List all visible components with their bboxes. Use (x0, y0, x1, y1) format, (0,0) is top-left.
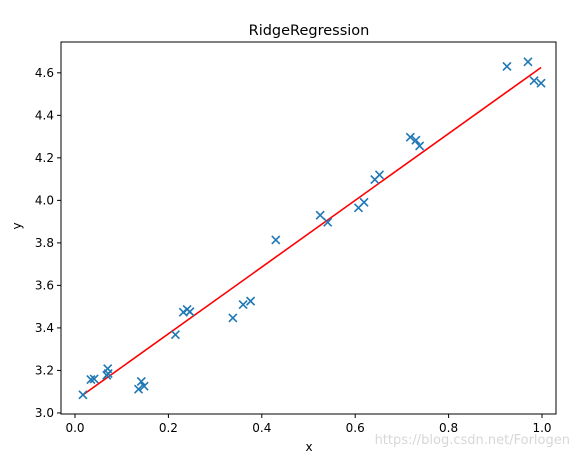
watermark: https://blog.csdn.net/Forlogen (375, 433, 570, 448)
x-tick-label: 0.2 (159, 421, 178, 435)
data-point (411, 135, 421, 145)
data-point (405, 132, 415, 142)
data-point (246, 296, 256, 306)
y-tick-label: 4.2 (35, 151, 54, 165)
x-tick-label: 0.4 (252, 421, 271, 435)
y-tick-label: 3.6 (35, 278, 54, 292)
y-tick-label: 3.8 (35, 236, 54, 250)
data-point (185, 307, 195, 317)
data-point (523, 57, 533, 67)
y-tick-label: 3.0 (35, 406, 54, 420)
data-point (133, 384, 144, 394)
data-point (170, 330, 180, 340)
data-point (502, 61, 512, 72)
chart-title: RidgeRegression (249, 23, 370, 39)
data-point (323, 217, 333, 227)
data-point (374, 170, 385, 180)
regression-line (82, 66, 542, 396)
x-tick-label: 0.0 (65, 421, 84, 435)
data-point (238, 299, 248, 310)
data-point (529, 76, 539, 86)
y-tick-label: 3.2 (35, 363, 54, 377)
x-tick-label: 1.0 (532, 421, 551, 435)
x-tick-label: 0.8 (439, 421, 458, 435)
x-tick-label: 0.6 (346, 421, 365, 435)
y-tick-label: 4.0 (35, 193, 54, 207)
y-axis-label: y (10, 222, 24, 229)
data-point (103, 369, 113, 379)
data-point (89, 374, 99, 384)
data-point (359, 197, 369, 207)
data-point (136, 376, 146, 387)
data-point (78, 390, 88, 400)
y-tick-label: 3.4 (35, 321, 54, 335)
data-point (415, 141, 425, 151)
y-tick-label: 4.6 (35, 66, 54, 80)
data-point (139, 381, 149, 391)
plot-area: 0.0 0.2 0.4 0.6 0.8 1.0 3.0 3.2 3.4 3.6 3.8 4.0 4.2 4… (35, 41, 557, 435)
data-point (86, 374, 96, 385)
data-point (315, 210, 325, 220)
data-point (536, 78, 546, 88)
plot-frame (60, 41, 557, 415)
y-tick-label: 4.4 (35, 108, 54, 122)
data-point (271, 235, 281, 245)
data-point (228, 313, 238, 323)
x-axis-label: x (305, 440, 312, 454)
